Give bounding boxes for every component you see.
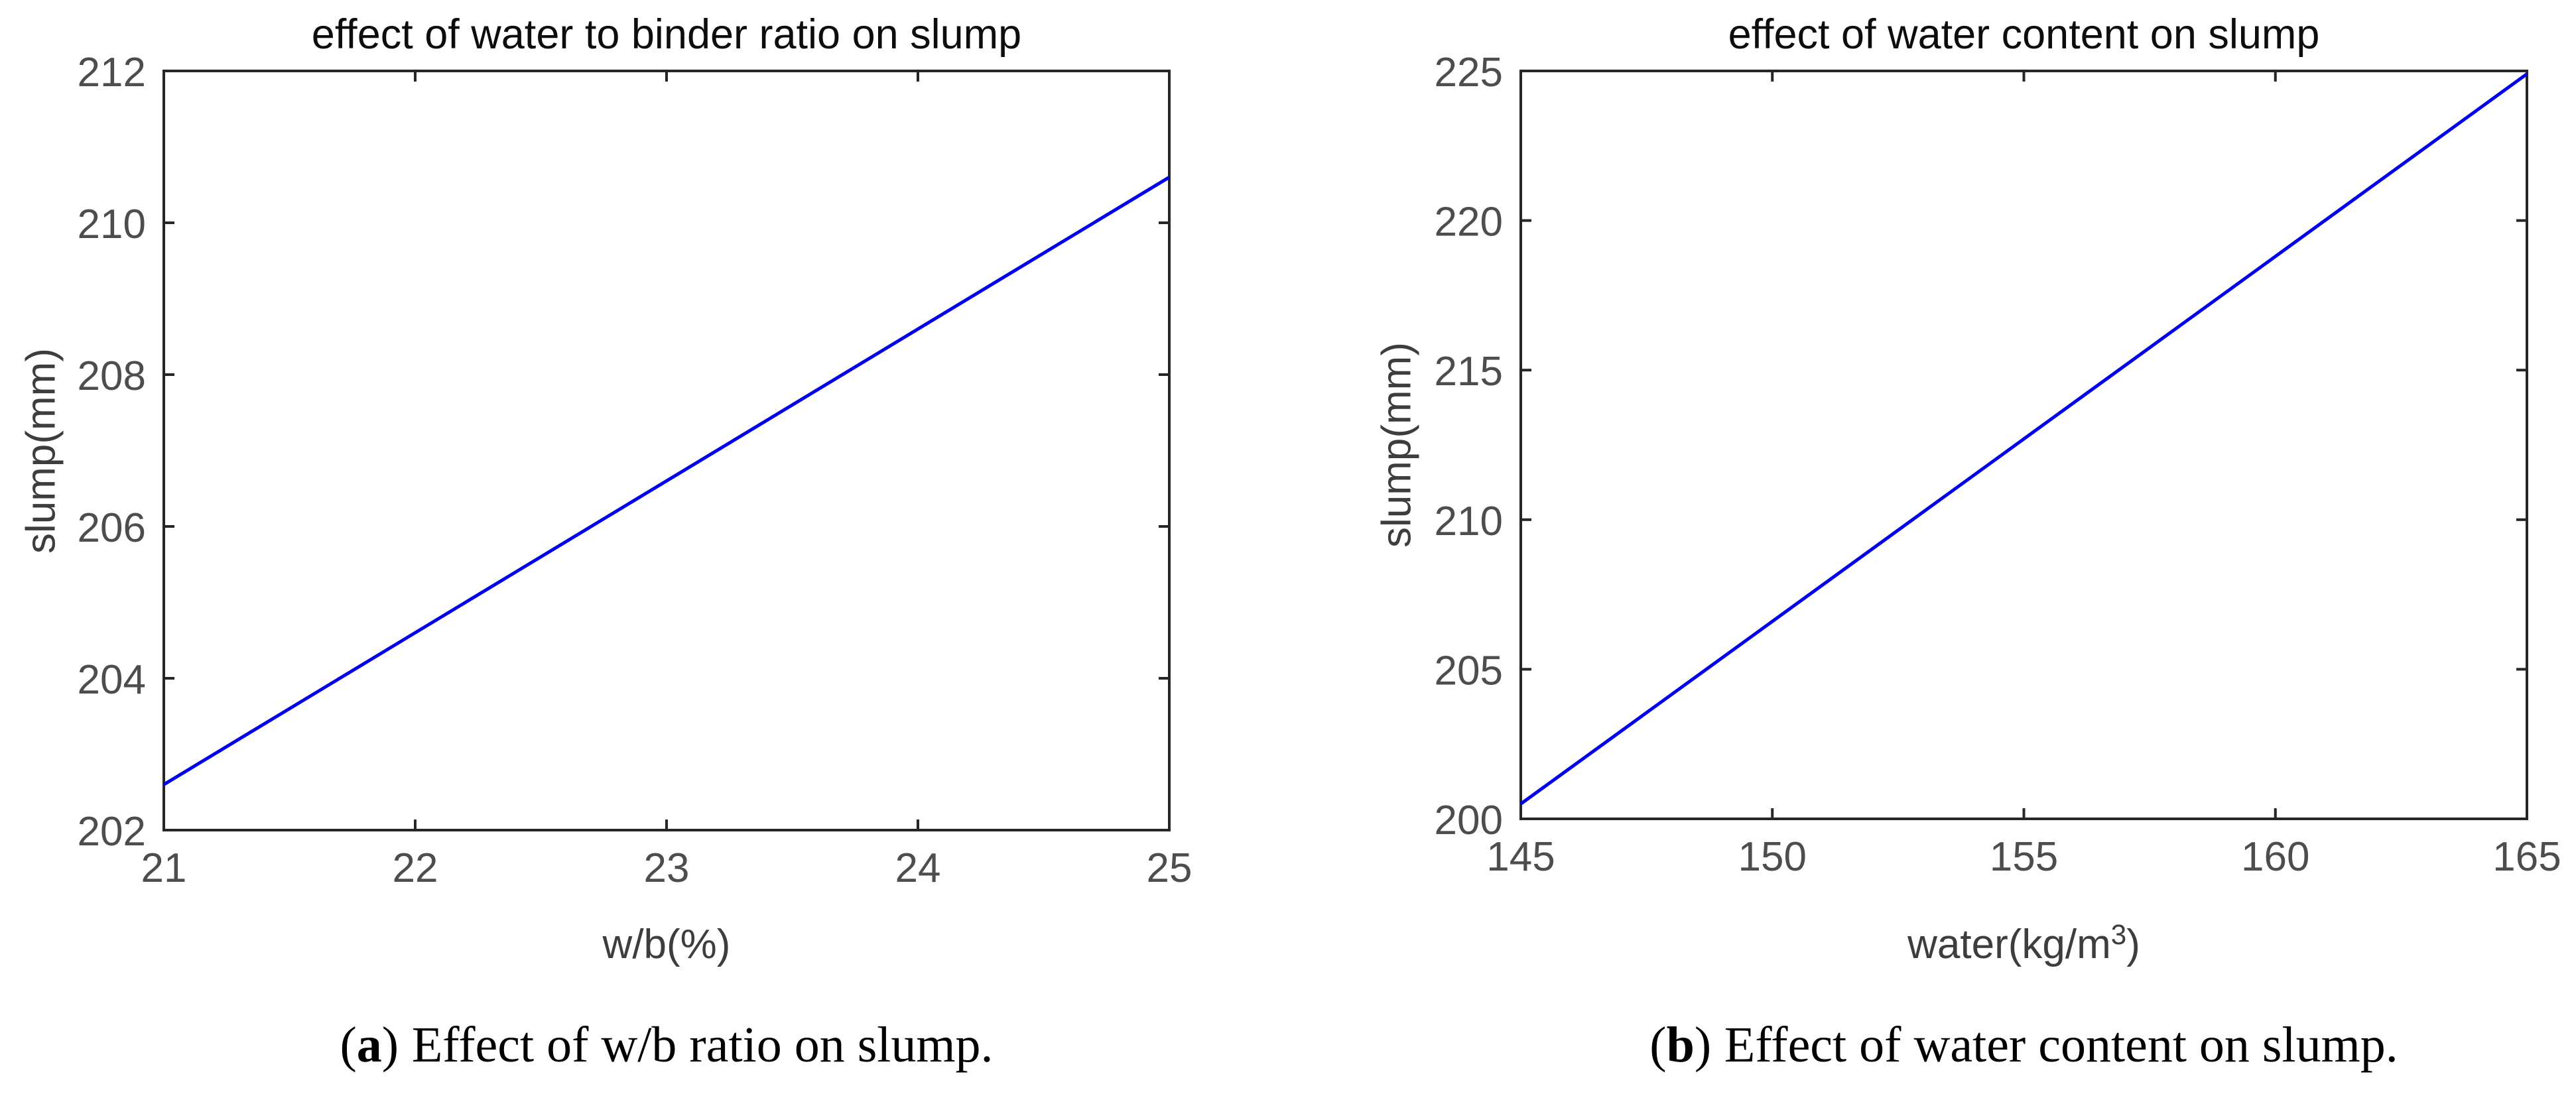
y-tick-label: 202 (78, 809, 146, 855)
x-tick-label: 160 (2241, 834, 2309, 880)
x-tick-label: 165 (2492, 834, 2561, 880)
caption-text: Effect of water content on slump. (1724, 1017, 2398, 1073)
y-tick-label: 204 (78, 657, 146, 703)
x-tick-label: 25 (1147, 845, 1192, 891)
caption-letter: a (356, 1017, 382, 1073)
caption-paren-close: ) (381, 1017, 399, 1073)
x-tick-label: 150 (1738, 834, 1807, 880)
x-axis-label-superscript: 3 (2110, 919, 2127, 950)
x-tick-label: 22 (393, 845, 438, 891)
y-tick-label: 210 (1435, 499, 1503, 544)
x-axis-label-text: water(kg/m (1907, 922, 2111, 968)
chart-b-title: effect of water content on slump (1728, 11, 2320, 58)
x-tick-label: 155 (1990, 834, 2058, 880)
caption-paren-open: ( (1649, 1017, 1667, 1073)
axis-frame (162, 70, 1171, 831)
caption-letter: b (1666, 1017, 1695, 1073)
chart-a-title: effect of water to binder ratio on slump (311, 11, 1022, 58)
y-tick-label: 205 (1435, 648, 1503, 694)
x-tick-label: 21 (141, 845, 187, 891)
chart-b-x-axis-label: water(kg/m3) (1521, 919, 2527, 968)
x-tick-label: 145 (1486, 834, 1555, 880)
caption-paren-close: ) (1694, 1017, 1712, 1073)
y-tick-label: 210 (78, 202, 146, 247)
caption-text: Effect of w/b ratio on slump. (411, 1017, 994, 1073)
chart-a-y-axis-label: slump(mm) (18, 348, 64, 554)
y-tick-label: 200 (1435, 798, 1503, 843)
caption-a: (a) Effect of w/b ratio on slump. (164, 1016, 1169, 1074)
x-tick-label: 23 (644, 845, 690, 891)
chart-b-y-axis-label: slump(mm) (1374, 342, 1420, 548)
data-line (162, 176, 1171, 786)
y-tick-label: 220 (1435, 200, 1503, 245)
y-tick-label: 208 (78, 353, 146, 399)
data-line (1519, 72, 2528, 806)
y-tick-label: 212 (78, 50, 146, 95)
x-axis-label-close: ) (2126, 922, 2140, 968)
caption-b: (b) Effect of water content on slump. (1521, 1016, 2527, 1074)
y-tick-label: 206 (78, 505, 146, 551)
chart-a-x-axis-label: w/b(%) (164, 919, 1169, 968)
y-tick-label: 225 (1435, 50, 1503, 95)
caption-paren-open: ( (340, 1017, 357, 1073)
x-axis-label-text: w/b(%) (602, 922, 731, 968)
y-tick-label: 215 (1435, 349, 1503, 395)
x-tick-label: 24 (895, 845, 941, 891)
